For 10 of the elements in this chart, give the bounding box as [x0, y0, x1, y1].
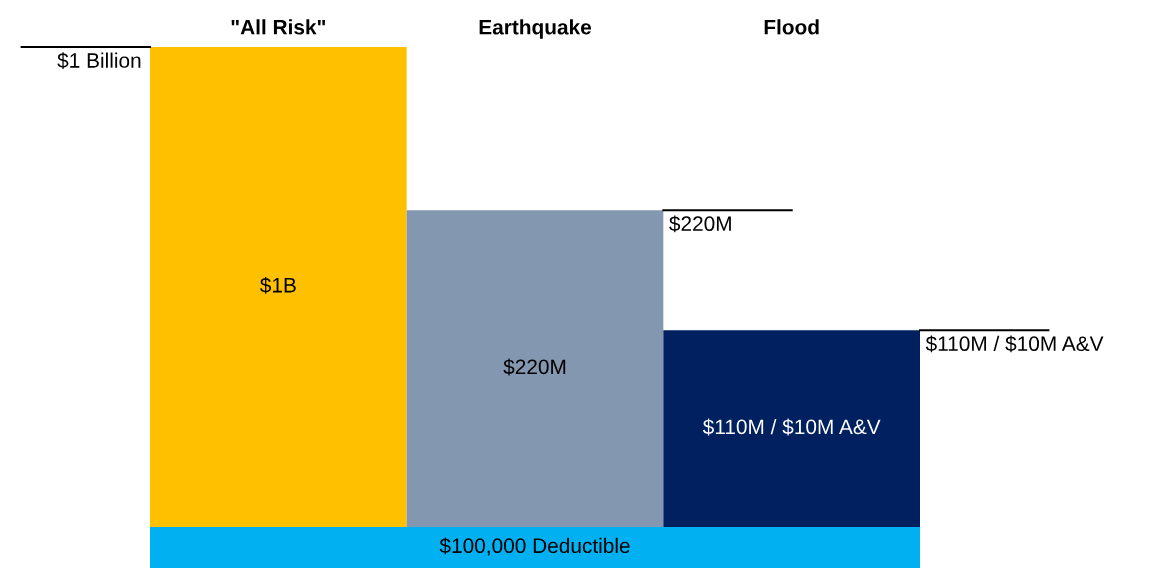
x-tick-label: Earthquake — [479, 19, 592, 39]
annotation: $110M / $10M A&V — [702, 418, 881, 436]
x-tick-label: "All Risk" — [231, 19, 326, 35]
text: $110M / $10M A&V — [925, 335, 1104, 353]
text: $1 Billion — [57, 52, 141, 70]
x-tick-label: Flood — [764, 19, 819, 35]
annotation: $1B — [260, 276, 296, 294]
text: $100,000 Deductible — [439, 537, 630, 556]
annotation: $220M — [669, 215, 731, 233]
annotation: $220M — [503, 358, 566, 376]
